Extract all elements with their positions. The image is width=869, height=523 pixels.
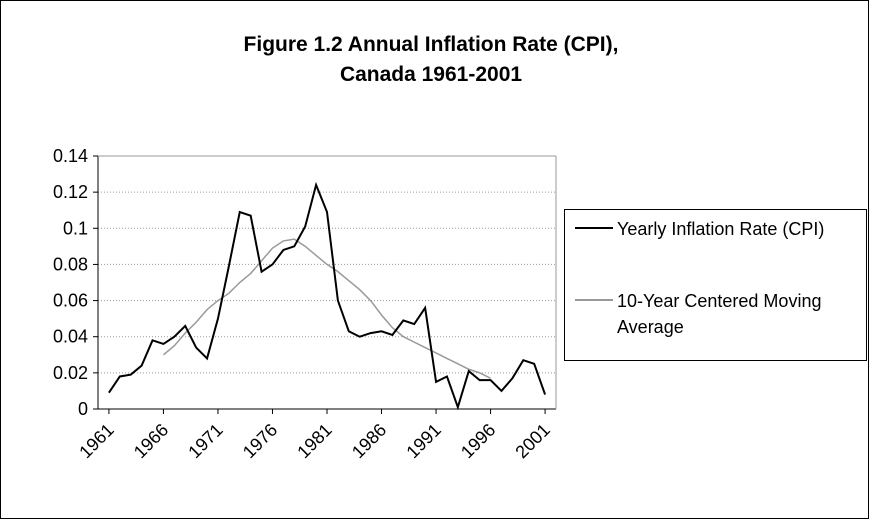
y-tick-label: 0 xyxy=(78,399,88,419)
y-tick-label: 0.02 xyxy=(53,363,88,383)
series-line xyxy=(162,238,491,379)
chart-title: Canada 1961-2001 xyxy=(340,63,522,86)
y-tick-label: 0.14 xyxy=(53,146,88,166)
x-tick-label: 2001 xyxy=(511,420,553,462)
x-tick-label: 1991 xyxy=(402,420,444,462)
y-tick-label: 0.06 xyxy=(53,291,88,311)
chart-title: Figure 1.2 Annual Inflation Rate (CPI), xyxy=(244,33,619,56)
series-line xyxy=(108,181,547,411)
x-tick-label: 1971 xyxy=(184,420,226,462)
legend-swatch xyxy=(575,227,613,229)
legend-item: Yearly Inflation Rate (CPI) xyxy=(575,216,857,242)
x-tick-label: 1996 xyxy=(457,420,499,462)
legend-swatch xyxy=(575,299,613,301)
x-tick-label: 1981 xyxy=(293,420,335,462)
y-tick-label: 0.12 xyxy=(53,182,88,202)
x-tick-label: 1986 xyxy=(348,420,390,462)
x-tick-label: 1976 xyxy=(239,420,281,462)
y-tick-label: 0.1 xyxy=(63,218,88,238)
legend-item: 10-Year Centered Moving Average xyxy=(575,288,857,340)
y-tick-label: 0.08 xyxy=(53,254,88,274)
legend: Yearly Inflation Rate (CPI) 10-Year Cente… xyxy=(564,209,867,361)
legend-label: Yearly Inflation Rate (CPI) xyxy=(617,219,825,239)
legend-label: 10-Year Centered Moving Average xyxy=(617,291,822,337)
x-tick-label: 1966 xyxy=(130,420,172,462)
y-tick-label: 0.04 xyxy=(53,327,88,347)
x-tick-label: 1961 xyxy=(75,420,117,462)
